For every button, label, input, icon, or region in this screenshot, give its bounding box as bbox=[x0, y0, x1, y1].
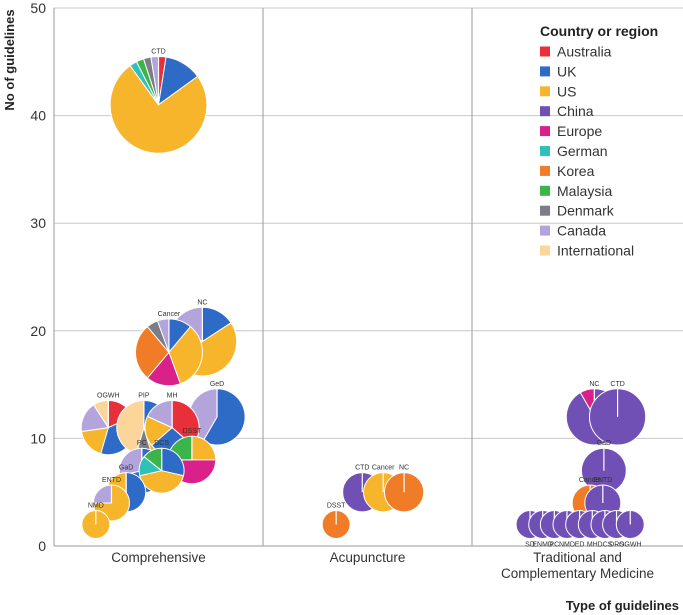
pie-marker: DCS bbox=[138, 440, 185, 494]
y-tick-label: 30 bbox=[30, 215, 46, 231]
pie-label: NMD bbox=[559, 541, 575, 548]
legend-label: UK bbox=[557, 63, 577, 79]
pie-markers: CTD NC Cancer GeD OGWH PIP MH DSST PC DCS GaD ENTD N… bbox=[80, 48, 647, 548]
pie-slice bbox=[116, 400, 145, 455]
pie-slice bbox=[168, 326, 203, 385]
pie-label: SD bbox=[525, 541, 535, 548]
pie-slice bbox=[150, 55, 159, 106]
y-axis-title: No of guidelines bbox=[2, 9, 17, 110]
y-tick-labels: 0 10 20 30 40 50 bbox=[30, 0, 46, 554]
legend-label: Malaysia bbox=[557, 183, 612, 199]
pie-label: CTD bbox=[151, 48, 165, 55]
y-tick-label: 0 bbox=[38, 538, 46, 554]
pie-slice bbox=[161, 447, 185, 477]
y-tick-label: 50 bbox=[30, 0, 46, 16]
legend-swatch bbox=[540, 66, 550, 77]
category-label: Comprehensive bbox=[111, 550, 206, 565]
pie-marker: NMD bbox=[81, 503, 111, 539]
legend-label: German bbox=[557, 143, 608, 159]
pie-slice bbox=[92, 484, 112, 504]
pie-slice bbox=[135, 326, 170, 379]
legend-swatch bbox=[540, 126, 550, 137]
pie-marker: OGWH bbox=[615, 510, 645, 548]
y-tick-label: 40 bbox=[30, 108, 46, 124]
legend-swatch bbox=[540, 245, 550, 256]
legend-swatch bbox=[540, 185, 550, 196]
x-axis-title: Type of guidelines bbox=[566, 598, 679, 613]
y-tick-label: 20 bbox=[30, 323, 46, 339]
category-label: Acupuncture bbox=[330, 550, 406, 565]
pie-marker: DSST bbox=[321, 503, 351, 539]
legend-label: Denmark bbox=[557, 203, 615, 219]
pie-label: Cancer bbox=[372, 465, 395, 472]
legend-label: Australia bbox=[557, 44, 612, 60]
pie-label: PC bbox=[549, 541, 559, 548]
legend-swatch bbox=[540, 86, 550, 97]
pie-slice bbox=[191, 435, 217, 461]
legend-label: Korea bbox=[557, 163, 595, 179]
legend-swatch bbox=[540, 225, 550, 236]
pie-label: OGWH bbox=[97, 393, 120, 400]
legend-label: Europe bbox=[557, 123, 602, 139]
pie-label: ENMD bbox=[532, 541, 553, 548]
pie-label: DCS bbox=[598, 541, 613, 548]
pie-label: DSST bbox=[327, 503, 346, 510]
pie-label: PC bbox=[137, 440, 147, 447]
pie-label: DRS bbox=[609, 541, 624, 548]
legend-swatch bbox=[540, 46, 550, 57]
pie-label: NC bbox=[197, 299, 207, 306]
pie-marker: NC bbox=[383, 465, 425, 513]
pie-marker: Cancer bbox=[135, 311, 203, 387]
legend-label: China bbox=[557, 103, 594, 119]
legend-swatch bbox=[540, 165, 550, 176]
legend-label: US bbox=[557, 83, 576, 99]
pie-label: GaD bbox=[119, 465, 133, 472]
legend-swatch bbox=[540, 146, 550, 156]
legend-label: Canada bbox=[557, 223, 606, 239]
pie-slice bbox=[93, 400, 109, 429]
pie-label: NC bbox=[399, 465, 409, 472]
pie-marker: CTD bbox=[588, 381, 647, 446]
pie-slice bbox=[202, 388, 246, 446]
pie-label: ED bbox=[575, 541, 585, 548]
pie-label: GeD bbox=[210, 381, 224, 388]
pie-label: CTD bbox=[355, 465, 369, 472]
pie-label: GaD bbox=[597, 440, 611, 447]
pie-label: NC bbox=[589, 381, 599, 388]
pie-label: ENTD bbox=[593, 477, 612, 484]
legend-title: Country or region bbox=[540, 23, 658, 39]
pie-marker: CTD bbox=[109, 48, 208, 154]
legend: Country or region Australia UK US China Europ… bbox=[540, 23, 658, 259]
legend-label: International bbox=[557, 243, 634, 259]
pie-label: PIP bbox=[138, 393, 150, 400]
legend-swatch bbox=[540, 106, 550, 117]
category-label: Traditional and bbox=[533, 550, 622, 565]
pie-label: MH bbox=[587, 541, 598, 548]
pie-label: Cancer bbox=[579, 477, 602, 484]
pie-label: ENTD bbox=[102, 477, 121, 484]
pie-label: NMD bbox=[88, 503, 104, 510]
pie-slice bbox=[146, 400, 173, 429]
pie-label: DSST bbox=[183, 428, 202, 435]
category-label: Complementary Medicine bbox=[501, 566, 654, 581]
legend-swatch bbox=[540, 205, 550, 216]
pie-label: OGWH bbox=[619, 541, 642, 548]
y-tick-label: 10 bbox=[30, 430, 46, 446]
pie-label: CTD bbox=[610, 381, 624, 388]
x-category-labels: Comprehensive Acupuncture Traditional andC… bbox=[111, 550, 654, 581]
pie-label: DCS bbox=[154, 440, 169, 447]
pie-label: MH bbox=[167, 393, 178, 400]
pie-slice bbox=[109, 65, 208, 154]
pie-slice bbox=[143, 447, 163, 472]
pie-label: Cancer bbox=[158, 311, 181, 318]
